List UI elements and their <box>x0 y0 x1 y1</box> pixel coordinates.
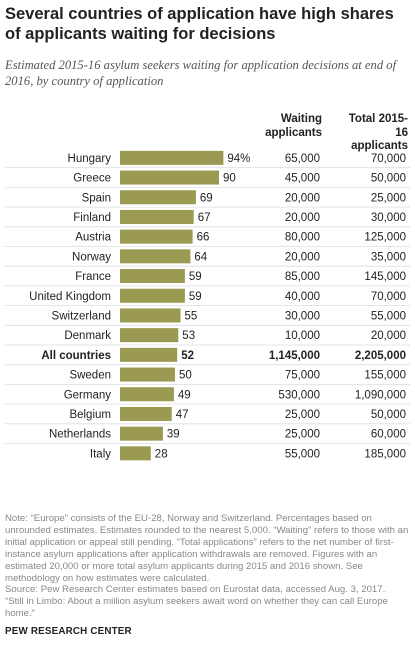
waiting-value: 30,000 <box>285 310 320 322</box>
bar <box>120 209 194 224</box>
category-label: Greece <box>73 173 111 185</box>
bar <box>120 269 185 284</box>
waiting-value: 75,000 <box>285 370 320 382</box>
chart-subtitle: Estimated 2015-16 asylum seekers waiting… <box>5 58 397 88</box>
total-value: 185,000 <box>364 448 406 460</box>
bar-value-label: 53 <box>182 330 195 342</box>
total-value: 25,000 <box>371 192 406 204</box>
waiting-value: 20,000 <box>285 192 320 204</box>
total-value: 1,090,000 <box>355 389 406 401</box>
waiting-value: 20,000 <box>285 251 320 263</box>
total-value: 50,000 <box>371 409 406 421</box>
source-text: Source: Pew Research Center estimates ba… <box>5 584 386 596</box>
bar-value-label: 59 <box>189 291 202 303</box>
bar-value-label: 69 <box>200 192 213 204</box>
total-value: 70,000 <box>371 153 406 165</box>
total-value: 55,000 <box>371 310 406 322</box>
category-label: Netherlands <box>49 429 111 441</box>
bar-value-label: 64 <box>194 251 207 263</box>
category-label: Sweden <box>69 370 111 382</box>
bar-value-label: 28 <box>155 448 168 460</box>
total-value: 155,000 <box>364 370 406 382</box>
bar <box>120 328 179 343</box>
total-value: 2,205,000 <box>355 350 406 362</box>
total-value: 50,000 <box>371 173 406 185</box>
bar <box>120 406 172 421</box>
bar-value-label: 59 <box>189 271 202 283</box>
chart-title: Several countries of application have hi… <box>5 5 394 43</box>
category-label: Hungary <box>68 153 112 165</box>
total-value: 125,000 <box>364 232 406 244</box>
category-label: France <box>75 271 111 283</box>
bar-chart: Hungary 94% 65,000 70,000 Greece 90 45,000 50,0… <box>5 150 410 461</box>
total-column-header: Total 2015-16 applicants <box>348 113 408 152</box>
bar <box>120 308 181 323</box>
bar-value-label: 49 <box>178 389 191 401</box>
waiting-value: 25,000 <box>285 429 320 441</box>
total-value: 35,000 <box>371 251 406 263</box>
bar <box>120 288 185 303</box>
category-label: Italy <box>90 448 111 460</box>
bar-value-label: 94% <box>227 153 250 165</box>
chart-notes: Note: “Europe” consists of the EU-28, No… <box>5 513 411 620</box>
bar <box>120 170 219 185</box>
category-label: All countries <box>41 350 111 362</box>
category-label: United Kingdom <box>29 291 111 303</box>
waiting-value: 25,000 <box>285 409 320 421</box>
category-label: Switzerland <box>52 310 111 322</box>
bar <box>120 367 175 382</box>
waiting-value: 80,000 <box>285 232 320 244</box>
waiting-value: 530,000 <box>278 389 320 401</box>
total-value: 60,000 <box>371 429 406 441</box>
total-value: 30,000 <box>371 212 406 224</box>
category-label: Denmark <box>64 330 111 342</box>
brand-footer: PEW RESEARCH CENTER <box>5 626 132 637</box>
bar <box>120 190 196 205</box>
bar-value-label: 67 <box>198 212 211 224</box>
waiting-value: 10,000 <box>285 330 320 342</box>
note-text: Note: “Europe” consists of the EU-28, No… <box>5 513 409 584</box>
bar <box>120 150 224 165</box>
total-value: 70,000 <box>371 291 406 303</box>
bar-value-label: 66 <box>197 232 210 244</box>
waiting-value: 40,000 <box>285 291 320 303</box>
category-label: Norway <box>72 251 111 263</box>
bar <box>120 387 174 402</box>
waiting-value: 65,000 <box>285 153 320 165</box>
bar-value-label: 47 <box>176 409 189 421</box>
bar <box>120 446 151 461</box>
bar <box>120 347 178 362</box>
bar <box>120 426 163 441</box>
total-value: 20,000 <box>371 330 406 342</box>
waiting-value: 55,000 <box>285 448 320 460</box>
waiting-column-header: Waiting applicants <box>265 113 322 139</box>
bar-value-label: 52 <box>181 350 194 362</box>
category-label: Austria <box>75 232 111 244</box>
category-label: Spain <box>82 192 111 204</box>
bar-value-label: 39 <box>167 429 180 441</box>
waiting-value: 45,000 <box>285 173 320 185</box>
total-value: 145,000 <box>364 271 406 283</box>
waiting-value: 85,000 <box>285 271 320 283</box>
waiting-value: 1,145,000 <box>269 350 320 362</box>
category-label: Belgium <box>69 409 111 421</box>
category-label: Germany <box>64 389 112 401</box>
bar-value-label: 55 <box>185 310 198 322</box>
report-title-text: “Still in Limbo: About a million asylum … <box>5 596 388 620</box>
bar <box>120 249 191 264</box>
bar-value-label: 90 <box>223 173 236 185</box>
bar-value-label: 50 <box>179 370 192 382</box>
bar <box>120 229 193 244</box>
waiting-value: 20,000 <box>285 212 320 224</box>
category-label: Finland <box>73 212 111 224</box>
